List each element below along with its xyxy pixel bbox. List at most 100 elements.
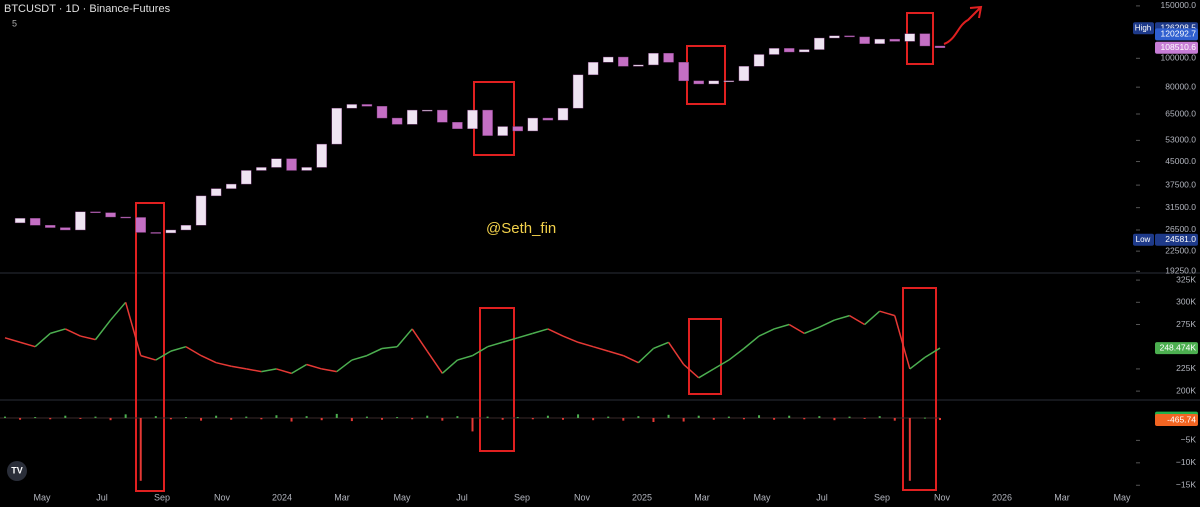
x-tick-label: 2024: [272, 492, 292, 502]
y-tick-label: 45000.0: [1165, 156, 1196, 166]
y-tick-label: 325K: [1176, 274, 1196, 284]
y-tick-label: −15K: [1176, 480, 1196, 490]
price-tag-label: 248.474K: [1160, 342, 1197, 352]
candle: [45, 225, 56, 228]
line-segment: [336, 359, 353, 373]
line-segment: [743, 335, 760, 350]
histogram-bar: [260, 417, 263, 420]
line-segment: [532, 328, 549, 335]
histogram-bar: [94, 416, 97, 418]
line-segment: [592, 345, 609, 352]
x-tick-label: Mar: [334, 492, 350, 502]
y-tick-label: 100000.0: [1161, 53, 1197, 63]
histogram-bar: [848, 416, 851, 418]
histogram-bar: [49, 417, 52, 420]
histogram-bar: [878, 416, 881, 418]
line-segment: [124, 302, 142, 356]
line-segment: [321, 368, 337, 373]
histogram-bar: [788, 415, 791, 418]
x-tick-label: May: [33, 492, 51, 502]
line-segment: [276, 368, 292, 375]
histogram-bar: [396, 417, 399, 419]
histogram-bar: [426, 415, 429, 418]
line-segment: [65, 328, 81, 337]
line-segment: [849, 314, 865, 326]
candle: [271, 158, 282, 168]
histogram-bar: [290, 417, 293, 422]
histogram-bar: [908, 417, 911, 481]
watermark: @Seth_fin: [486, 220, 556, 237]
line-segment: [351, 354, 368, 361]
candle: [467, 109, 478, 129]
histogram-bar: [350, 417, 353, 422]
candle: [452, 122, 463, 129]
candle: [361, 104, 373, 107]
candle: [391, 117, 403, 125]
histogram-bar: [4, 416, 6, 418]
annotations: [135, 5, 983, 492]
y-tick-label: 26500.0: [1165, 224, 1196, 234]
histogram-bar: [652, 417, 655, 422]
line-segment: [653, 341, 669, 350]
y-tick-label: −10K: [1176, 457, 1196, 467]
line-segment: [215, 361, 232, 367]
candle: [783, 48, 795, 53]
histogram-bar: [803, 417, 806, 420]
histogram-bar: [622, 417, 625, 421]
histogram-bar: [320, 417, 323, 421]
histogram-bar: [124, 414, 127, 418]
line-segment: [472, 346, 488, 357]
candle: [286, 158, 297, 171]
y-tick-label: −5K: [1181, 435, 1197, 445]
line-segment: [577, 341, 594, 348]
candle: [663, 53, 674, 63]
candle: [904, 33, 916, 42]
line-segment: [50, 328, 66, 335]
line-segment: [155, 350, 172, 361]
line-segment: [834, 314, 850, 321]
histogram-bar: [456, 416, 459, 418]
histogram-bar: [64, 415, 67, 418]
line-segment: [864, 310, 881, 326]
line-segment: [667, 341, 685, 365]
line-segment: [200, 354, 217, 364]
candle: [301, 167, 312, 171]
candle: [90, 211, 101, 214]
price-tag-label: 24581.0: [1165, 234, 1196, 244]
histogram-bar: [109, 417, 112, 421]
y-tick-label: 53000.0: [1165, 135, 1196, 145]
x-tick-label: Sep: [874, 492, 890, 502]
candle: [195, 195, 207, 226]
candle: [648, 53, 659, 66]
candle: [29, 218, 41, 226]
price-tag-label: 126208.5: [1161, 22, 1197, 32]
line-segment: [291, 363, 307, 375]
histogram-bar: [637, 416, 640, 418]
x-tick-label: Jul: [96, 492, 108, 502]
line-segment: [80, 335, 96, 341]
candle: [542, 117, 554, 121]
line-segment: [637, 347, 654, 364]
line-segment: [396, 328, 413, 348]
histogram-bar: [818, 416, 821, 418]
histogram-bar: [200, 417, 203, 421]
histogram-bar: [215, 415, 218, 418]
histogram-bar: [712, 417, 715, 420]
line-segment: [366, 347, 383, 357]
histogram-bar: [245, 416, 248, 418]
line-segment: [426, 350, 443, 374]
line-segment: [487, 341, 503, 348]
line-segment: [381, 345, 398, 350]
candle: [603, 56, 614, 63]
line-segment: [924, 347, 941, 359]
line-segment: [94, 319, 112, 341]
line-segment: [788, 323, 805, 335]
candle: [934, 45, 946, 48]
price-tag-label: 108510.6: [1161, 42, 1197, 52]
candle: [406, 109, 418, 125]
candle: [60, 227, 71, 231]
candle: [14, 218, 26, 224]
candle: [768, 48, 780, 55]
candle: [150, 232, 162, 234]
